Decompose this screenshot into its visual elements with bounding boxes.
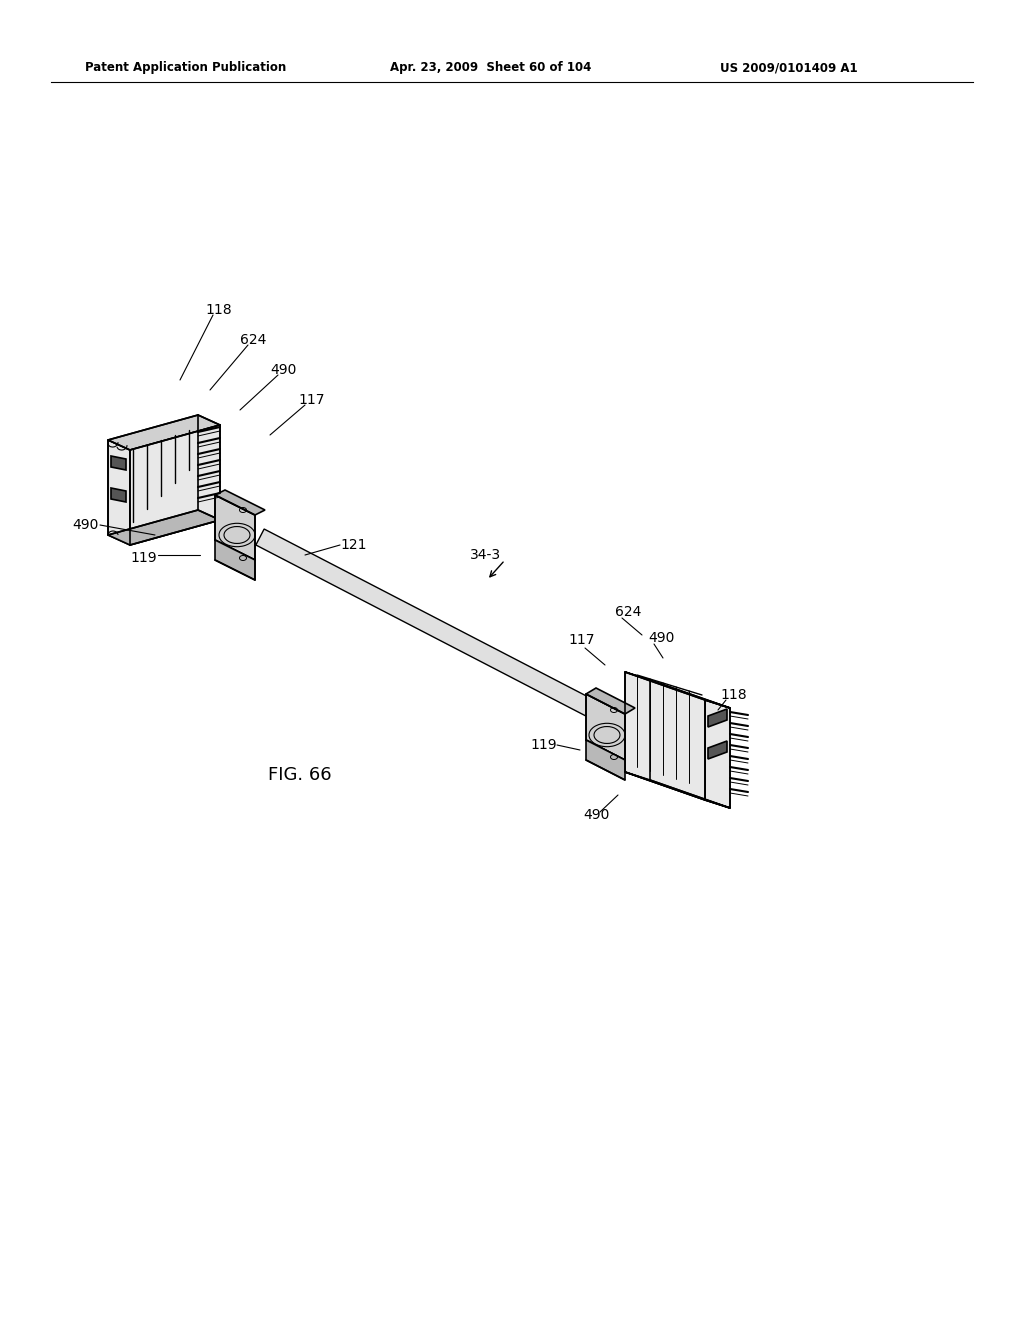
Text: 118: 118: [720, 688, 746, 702]
Polygon shape: [215, 540, 255, 579]
Polygon shape: [625, 672, 730, 708]
Polygon shape: [586, 694, 625, 760]
Text: 490: 490: [648, 631, 675, 645]
Polygon shape: [586, 741, 625, 780]
Polygon shape: [108, 510, 220, 545]
Text: FIG. 66: FIG. 66: [268, 766, 332, 784]
Polygon shape: [708, 741, 727, 759]
Polygon shape: [708, 709, 727, 727]
Polygon shape: [108, 440, 130, 545]
Text: 490: 490: [72, 517, 98, 532]
Polygon shape: [705, 700, 730, 808]
Text: 119: 119: [530, 738, 557, 752]
Polygon shape: [111, 455, 126, 470]
Polygon shape: [256, 529, 594, 715]
Text: 490: 490: [270, 363, 296, 378]
Text: 624: 624: [615, 605, 641, 619]
Text: 117: 117: [298, 393, 325, 407]
Text: 121: 121: [340, 539, 367, 552]
Polygon shape: [625, 672, 705, 800]
Text: US 2009/0101409 A1: US 2009/0101409 A1: [720, 62, 858, 74]
Polygon shape: [625, 772, 730, 808]
Text: 34-3: 34-3: [470, 548, 501, 562]
Text: Patent Application Publication: Patent Application Publication: [85, 62, 287, 74]
Polygon shape: [130, 425, 220, 545]
Polygon shape: [586, 688, 635, 714]
Text: 118: 118: [205, 304, 231, 317]
Polygon shape: [215, 495, 255, 560]
Text: Apr. 23, 2009  Sheet 60 of 104: Apr. 23, 2009 Sheet 60 of 104: [390, 62, 592, 74]
Text: 490: 490: [583, 808, 609, 822]
Polygon shape: [108, 414, 220, 450]
Text: 119: 119: [130, 550, 157, 565]
Text: 624: 624: [240, 333, 266, 347]
Text: 117: 117: [568, 634, 595, 647]
Polygon shape: [111, 488, 126, 502]
Polygon shape: [215, 490, 265, 515]
